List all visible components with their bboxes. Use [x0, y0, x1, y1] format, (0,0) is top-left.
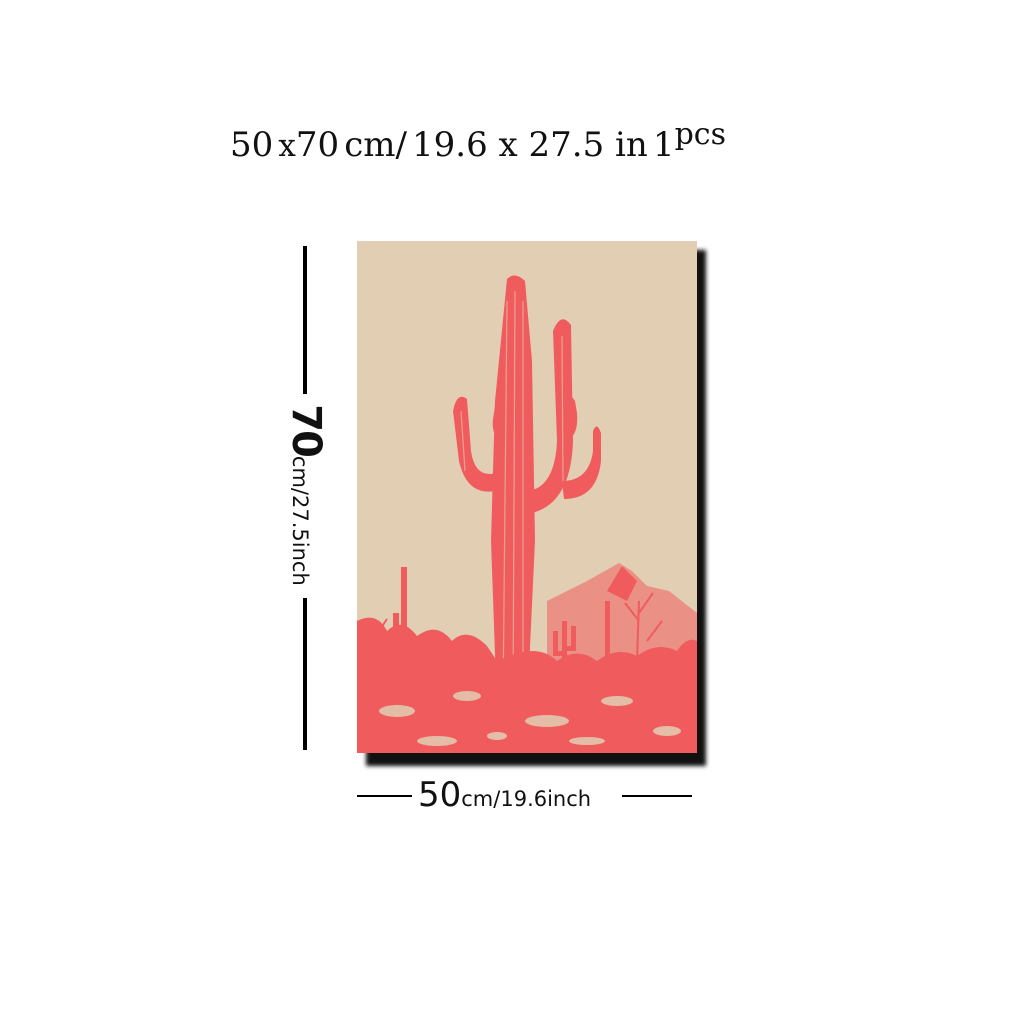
height-line-bottom: [303, 598, 307, 750]
height-label-number: 70: [283, 404, 329, 456]
headline-width: 50: [230, 125, 274, 165]
canvas-print: [357, 241, 697, 753]
height-label-unit: cm/27.5inch: [288, 455, 312, 586]
height-label: 70cm/27.5inch: [283, 404, 329, 586]
width-label-unit: cm/19.6inch: [461, 787, 592, 811]
headline-inches: 19.6 x 27.5 in: [412, 125, 648, 165]
width-label-number: 50: [418, 775, 462, 815]
headline-x: x: [278, 128, 296, 164]
width-line-right: [622, 795, 692, 797]
headline-cm: cm/: [344, 125, 407, 165]
saguaro-cactus-print-icon: [357, 241, 697, 753]
width-line-left: [357, 795, 412, 797]
headline-qty: 1: [652, 125, 675, 165]
height-line-top: [303, 246, 307, 394]
width-label: 50cm/19.6inch: [418, 778, 591, 812]
size-headline: 50 x70 cm/ 19.6 x 27.5 in 1pcs: [230, 120, 726, 165]
headline-height: 70: [295, 125, 340, 165]
headline-pcs: pcs: [674, 117, 726, 152]
